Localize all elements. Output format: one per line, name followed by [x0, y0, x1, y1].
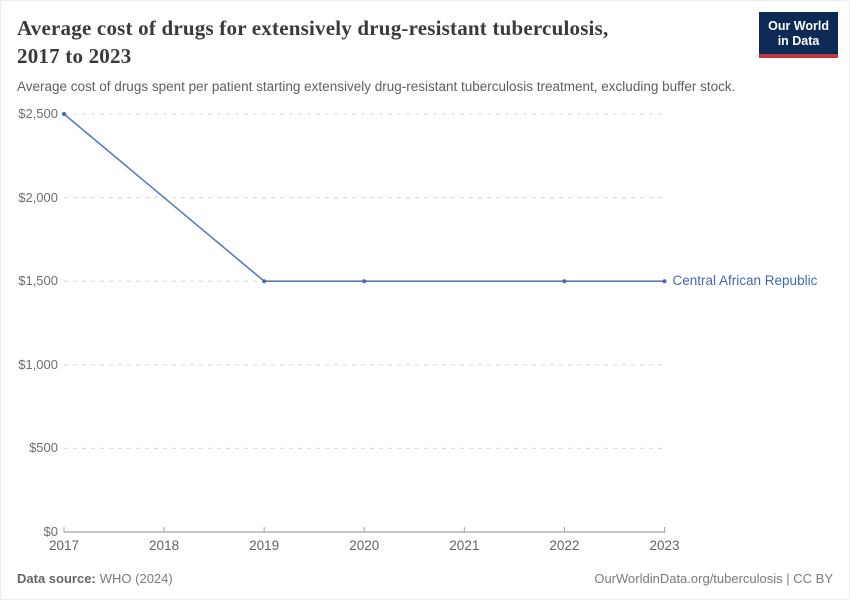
series-entity-label[interactable]: Central African Republic: [672, 273, 818, 289]
x-axis-tick-label: 2020: [349, 538, 380, 553]
y-axis-tick-label: $2,000: [18, 189, 58, 205]
chart-footer: Data source: WHO (2024) OurWorldinData.or…: [17, 571, 833, 587]
footer-license-link[interactable]: OurWorldinData.org/tuberculosis | CC BY: [594, 571, 833, 586]
chart-subtitle: Average cost of drugs spent per patient …: [17, 79, 736, 94]
data-point-marker[interactable]: [362, 279, 367, 284]
y-axis-tick-label: $500: [29, 440, 58, 456]
owid-logo-text-line1: Our World: [768, 19, 829, 33]
x-axis-tick-label: 2017: [48, 538, 80, 553]
chart-header: Average cost of drugs for extensively dr…: [17, 14, 835, 96]
x-axis-tick-label: 2022: [549, 538, 580, 553]
y-axis-tick-label: $2,500: [18, 106, 58, 121]
y-axis-tick-label: $1,500: [18, 273, 58, 289]
chart-title: Average cost of drugs for extensively dr…: [17, 14, 717, 70]
owid-logo[interactable]: Our World in Data: [759, 12, 838, 58]
data-point-marker[interactable]: [662, 279, 667, 284]
data-point-marker[interactable]: [262, 279, 267, 284]
chart-title-line-1: Average cost of drugs for extensively dr…: [17, 16, 609, 40]
chart-title-line-2: 2017 to 2023: [17, 44, 132, 68]
x-axis-tick-label: 2018: [149, 538, 180, 553]
data-source: Data source: WHO (2024): [17, 571, 173, 587]
y-axis-tick-label: $0: [43, 524, 58, 539]
owid-logo-text-line2: in Data: [777, 34, 820, 48]
y-axis-tick-label: $1,000: [18, 356, 58, 372]
x-axis-tick-label: 2023: [649, 538, 680, 553]
data-source-value: WHO (2024): [99, 571, 173, 586]
x-axis-tick-label: 2021: [449, 538, 480, 553]
x-axis-tick-label: 2019: [249, 538, 280, 553]
data-point-marker[interactable]: [562, 279, 567, 284]
data-point-marker[interactable]: [62, 112, 66, 116]
data-source-label: Data source:: [17, 571, 96, 586]
